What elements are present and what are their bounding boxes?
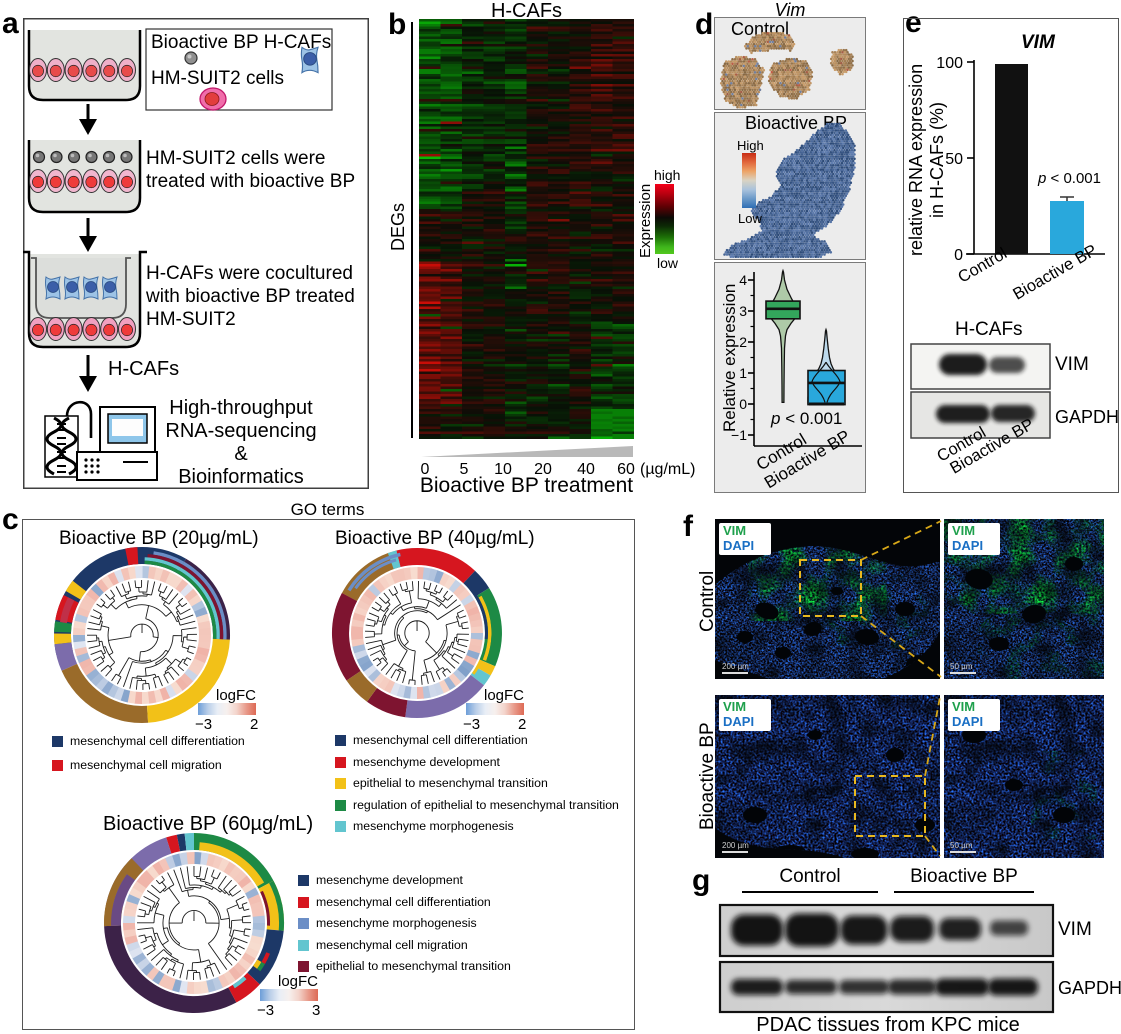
svg-text:50: 50 [945,151,963,168]
svg-text:1: 1 [739,365,747,381]
svg-text:HM-SUIT2 cells: HM-SUIT2 cells [151,68,284,89]
svg-text:0: 0 [739,396,747,412]
svg-text:High-throughput: High-throughput [169,397,313,419]
svg-text:4: 4 [739,272,747,288]
svg-text:HM-SUIT2 cells were: HM-SUIT2 cells were [146,148,325,169]
svg-text:100: 100 [936,55,963,72]
svg-text:2: 2 [739,334,747,350]
svg-text:3: 3 [739,303,747,319]
svg-text:RNA-sequencing: RNA-sequencing [165,420,316,442]
svg-text:with bioactive BP treated: with bioactive BP treated [145,286,355,307]
svg-text:&: & [234,443,248,465]
svg-text:Bioactive BP H-CAFs: Bioactive BP H-CAFs [151,32,331,53]
svg-text:Bioinformatics: Bioinformatics [178,466,304,488]
svg-text:0: 0 [954,247,963,264]
svg-text:−1: −1 [731,427,747,443]
svg-text:H-CAFs: H-CAFs [108,358,179,380]
svg-text:HM-SUIT2: HM-SUIT2 [146,309,236,330]
svg-text:treated with bioactive BP: treated with bioactive BP [146,171,355,192]
svg-text:H-CAFs were cocultured: H-CAFs were cocultured [146,263,353,284]
